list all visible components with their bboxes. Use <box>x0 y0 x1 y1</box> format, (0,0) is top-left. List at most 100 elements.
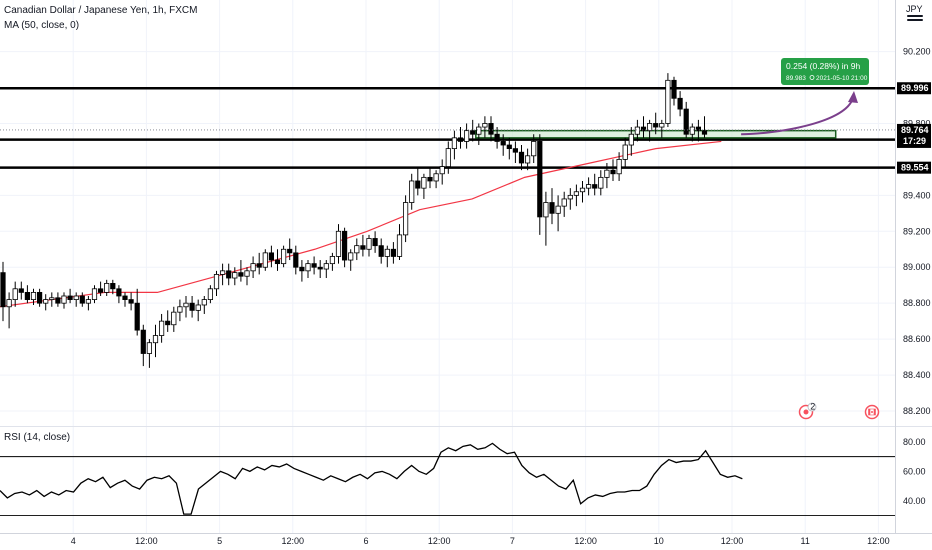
candle-101 <box>616 159 622 175</box>
candle-22 <box>134 302 140 331</box>
candle-16 <box>98 288 104 293</box>
last-price-label: 89.764 <box>901 125 929 135</box>
time-label-4: 6 <box>363 536 368 546</box>
candle-61 <box>372 238 378 247</box>
candle-70 <box>427 176 433 182</box>
candle-49 <box>299 266 305 272</box>
time-label-1: 12:00 <box>135 536 158 546</box>
time-label-9: 12:00 <box>721 536 744 546</box>
candle-23 <box>140 329 146 354</box>
candle-86 <box>525 155 531 164</box>
time-label-7: 12:00 <box>574 536 597 546</box>
time-label-10: 11 <box>801 536 810 546</box>
candle-44 <box>268 252 275 261</box>
time-label-2: 5 <box>217 536 222 546</box>
candle-54 <box>329 256 336 265</box>
candle-63 <box>384 248 390 257</box>
candle-109 <box>665 79 671 124</box>
candle-38 <box>232 272 238 279</box>
rsi-tick-2: 40.00 <box>903 496 926 506</box>
candle-24 <box>146 342 152 354</box>
symbol-title[interactable]: Canadian Dollar / Japanese Yen, 1h, FXCM <box>4 5 198 16</box>
ma-legend[interactable]: MA (50, close, 0) <box>4 20 80 31</box>
settings-icon[interactable] <box>907 15 923 17</box>
candle-8 <box>49 297 55 300</box>
candle-33 <box>201 299 207 306</box>
candle-68 <box>415 180 421 189</box>
candle-88 <box>537 141 543 218</box>
level-label-2-bg <box>897 161 931 174</box>
candle-1 <box>6 299 12 308</box>
currency-label: JPY <box>906 4 923 14</box>
last-price-label-countdown: 17:29 <box>903 136 926 146</box>
candle-11 <box>67 295 73 300</box>
time-label-5: 12:00 <box>428 536 451 546</box>
candle-65 <box>396 234 403 257</box>
candle-105 <box>640 126 647 132</box>
level-label-2: 89.554 <box>901 163 929 173</box>
candle-25 <box>152 335 159 344</box>
rsi-grid <box>0 456 895 517</box>
candle-2 <box>12 288 18 300</box>
candle-107 <box>653 123 659 128</box>
price-tick-3: 89.200 <box>903 226 931 236</box>
projection-arrow[interactable] <box>741 91 858 136</box>
price-tick-1: 89.800 <box>903 118 931 128</box>
candle-28 <box>171 311 177 326</box>
rsi-tick-0: 80.00 <box>903 437 926 447</box>
candle-91 <box>555 205 561 214</box>
candle-19 <box>116 288 122 297</box>
time-axis[interactable]: 4 12:00 5 12:00 6 12:00 7 12:00 10 12:00 11 12:00 <box>71 536 890 546</box>
candle-21 <box>128 299 134 304</box>
rsi-legend[interactable]: RSI (14, close) <box>4 432 71 443</box>
canada-flag-icon[interactable] <box>864 404 880 420</box>
candle-5 <box>30 291 37 300</box>
level-label-0-bg <box>897 82 931 95</box>
price-axis[interactable]: 90.200 89.800 89.400 89.200 89.000 88.800 88.6… <box>903 47 931 416</box>
candle-10 <box>61 295 67 304</box>
candle-76 <box>463 130 470 142</box>
candle-94 <box>573 191 580 196</box>
event-icon[interactable]: 2 <box>798 402 817 420</box>
candle-102 <box>622 144 628 160</box>
candle-53 <box>323 263 329 270</box>
candle-77 <box>470 130 476 135</box>
candle-35 <box>213 274 220 290</box>
time-label-0: 4 <box>71 536 76 546</box>
rsi-axis[interactable]: 80.00 60.00 40.00 <box>903 437 926 506</box>
candle-92 <box>561 198 567 207</box>
candle-3 <box>18 288 24 293</box>
main-grid <box>0 0 895 533</box>
candle-78 <box>476 126 482 135</box>
candle-100 <box>610 169 616 175</box>
rsi-line <box>0 442 743 515</box>
candle-29 <box>177 306 183 313</box>
candle-6 <box>37 291 43 304</box>
candle-51 <box>311 263 317 268</box>
candle-84 <box>512 148 519 153</box>
price-tick-4: 89.000 <box>903 262 931 272</box>
candle-93 <box>567 194 573 200</box>
candle-34 <box>207 288 213 300</box>
horizontal-levels[interactable] <box>0 86 895 169</box>
event-count: 2 <box>810 402 815 412</box>
candle-66 <box>402 202 409 236</box>
rsi-series <box>0 442 743 515</box>
price-note-line2a: 89.983 <box>786 75 806 82</box>
projection-curve <box>741 97 854 136</box>
time-label-8: 10 <box>654 536 664 546</box>
candle-81 <box>494 133 500 142</box>
candle-111 <box>677 97 683 110</box>
candle-73 <box>445 148 451 167</box>
candle-42 <box>256 263 262 268</box>
candle-115 <box>701 130 708 135</box>
candle-47 <box>287 248 293 254</box>
price-note-line1: 0.254 (0.28%) in 9h <box>786 61 860 71</box>
candle-37 <box>226 270 232 279</box>
candle-27 <box>165 320 171 326</box>
candle-72 <box>439 166 445 175</box>
candle-45 <box>274 259 281 265</box>
candle-67 <box>409 180 415 203</box>
price-note[interactable]: 0.254 (0.28%) in 9h 89.983 2021-05-10 21… <box>781 58 869 85</box>
time-label-6: 7 <box>510 536 515 546</box>
